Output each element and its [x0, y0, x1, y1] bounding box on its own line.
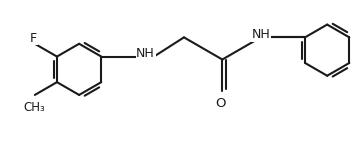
Text: NH: NH — [251, 28, 270, 41]
Text: O: O — [216, 97, 226, 110]
Text: F: F — [30, 32, 37, 45]
Text: NH: NH — [136, 47, 155, 60]
Text: CH₃: CH₃ — [24, 101, 45, 114]
